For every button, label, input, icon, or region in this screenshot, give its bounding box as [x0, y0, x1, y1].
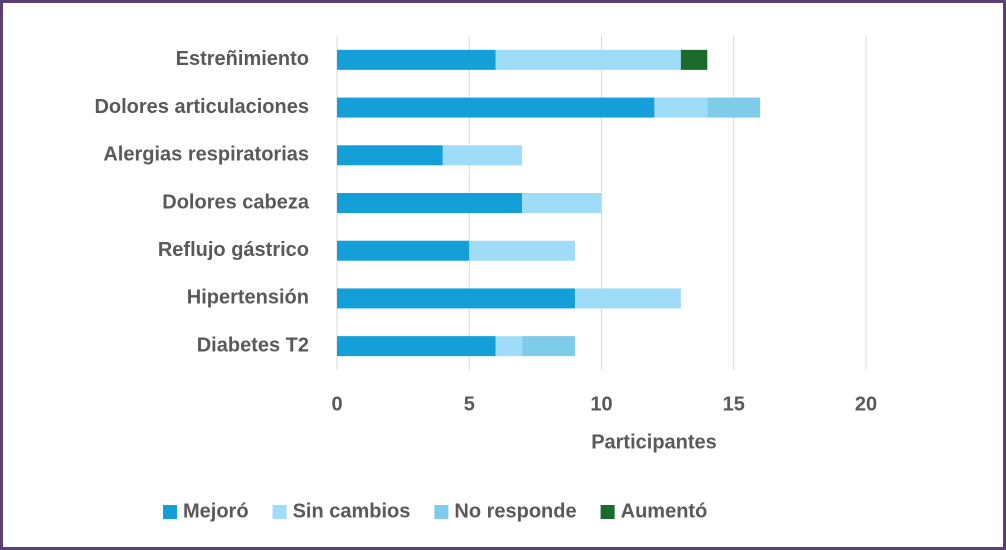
y-tick-label: Dolores cabeza: [162, 191, 310, 213]
bar-segment: [575, 288, 681, 309]
legend-swatch: [163, 505, 177, 519]
x-axis-title: Participantes: [591, 431, 717, 453]
legend-label: Mejoró: [183, 500, 249, 522]
x-tick-label: 0: [331, 393, 342, 415]
bar-segment: [337, 145, 443, 166]
bar-segment: [337, 336, 496, 357]
x-tick-label: 10: [590, 393, 612, 415]
y-tick-label: Diabetes T2: [197, 334, 309, 356]
bar-segment: [469, 240, 576, 261]
bar-segment: [654, 97, 708, 118]
legend-label: No responde: [454, 500, 576, 522]
y-tick-label: Reflujo gástrico: [158, 239, 309, 261]
bar-segment: [495, 49, 681, 70]
bar-segment: [522, 193, 602, 213]
x-tick-label: 15: [723, 393, 745, 415]
x-tick-label: 5: [464, 393, 475, 415]
legend-swatch: [434, 505, 449, 519]
bar-segment: [680, 49, 708, 70]
bar-segment: [337, 97, 655, 118]
legend-label: Sin cambios: [293, 500, 411, 522]
bar-segment: [442, 145, 523, 166]
bar-segment: [337, 288, 576, 309]
bar-segment: [337, 193, 523, 213]
legend-swatch: [272, 505, 287, 519]
y-tick-label: Alergias respiratorias: [103, 144, 309, 166]
y-tick-label: Hipertensión: [187, 287, 309, 309]
bar-segment: [707, 97, 761, 118]
bar-segment: [337, 240, 470, 261]
x-tick-label: 20: [855, 393, 877, 415]
legend-label: Aumentó: [621, 500, 708, 522]
y-tick-label: Dolores articulaciones: [94, 96, 309, 118]
legend-swatch: [600, 505, 615, 519]
bar-segment: [337, 49, 496, 70]
y-tick-label: Estreñimiento: [176, 48, 309, 70]
bar-segment: [522, 336, 576, 357]
bar-segment: [495, 336, 523, 357]
